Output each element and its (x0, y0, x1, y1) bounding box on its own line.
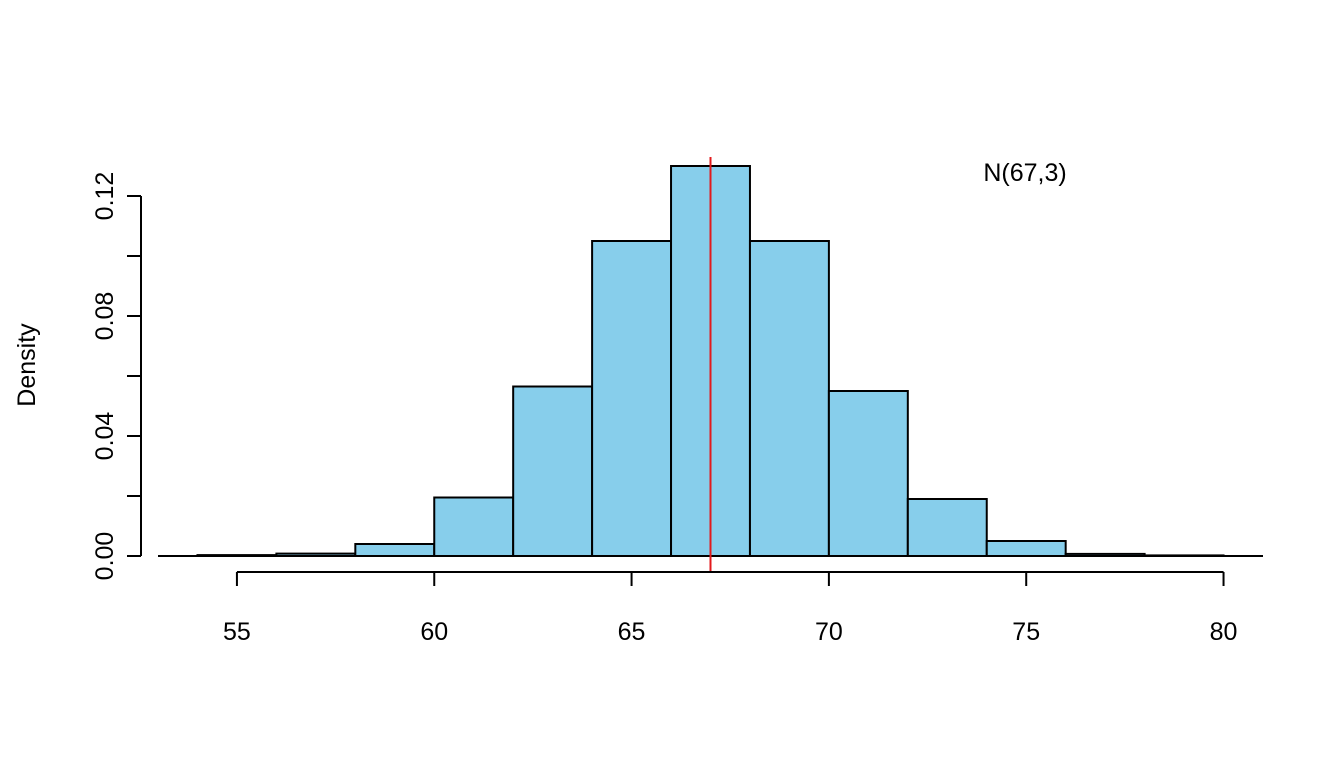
y-axis-title: Density (13, 323, 41, 407)
distribution-annotation: N(67,3) (983, 159, 1066, 187)
x-tick-label-0: 55 (223, 618, 251, 646)
histogram-bar-5 (591, 240, 673, 557)
histogram-bar-3 (433, 496, 515, 557)
y-axis: 0.00 0.04 0.08 0.12 (91, 172, 142, 581)
histogram-bar-7 (748, 240, 830, 557)
y-tick-label-2: 0.04 (91, 412, 119, 461)
x-tick-label-5: 80 (1210, 618, 1238, 646)
x-tick-label-4: 75 (1012, 618, 1040, 646)
y-tick-label-0: 0.00 (91, 532, 119, 581)
x-tick-label-1: 60 (420, 618, 448, 646)
histogram-bar-4 (512, 385, 594, 557)
histogram-bars (196, 165, 1225, 558)
histogram-bar-8 (827, 390, 909, 557)
y-tick-label-6: 0.12 (91, 172, 119, 221)
histogram-bar-9 (906, 498, 988, 557)
x-tick-label-2: 65 (618, 618, 646, 646)
histogram-bar-2 (354, 543, 436, 557)
x-tick-label-3: 70 (815, 618, 843, 646)
histogram-bar-10 (985, 540, 1067, 557)
y-tick-label-4: 0.08 (91, 292, 119, 341)
x-axis: 55 60 65 70 75 80 (223, 571, 1238, 646)
